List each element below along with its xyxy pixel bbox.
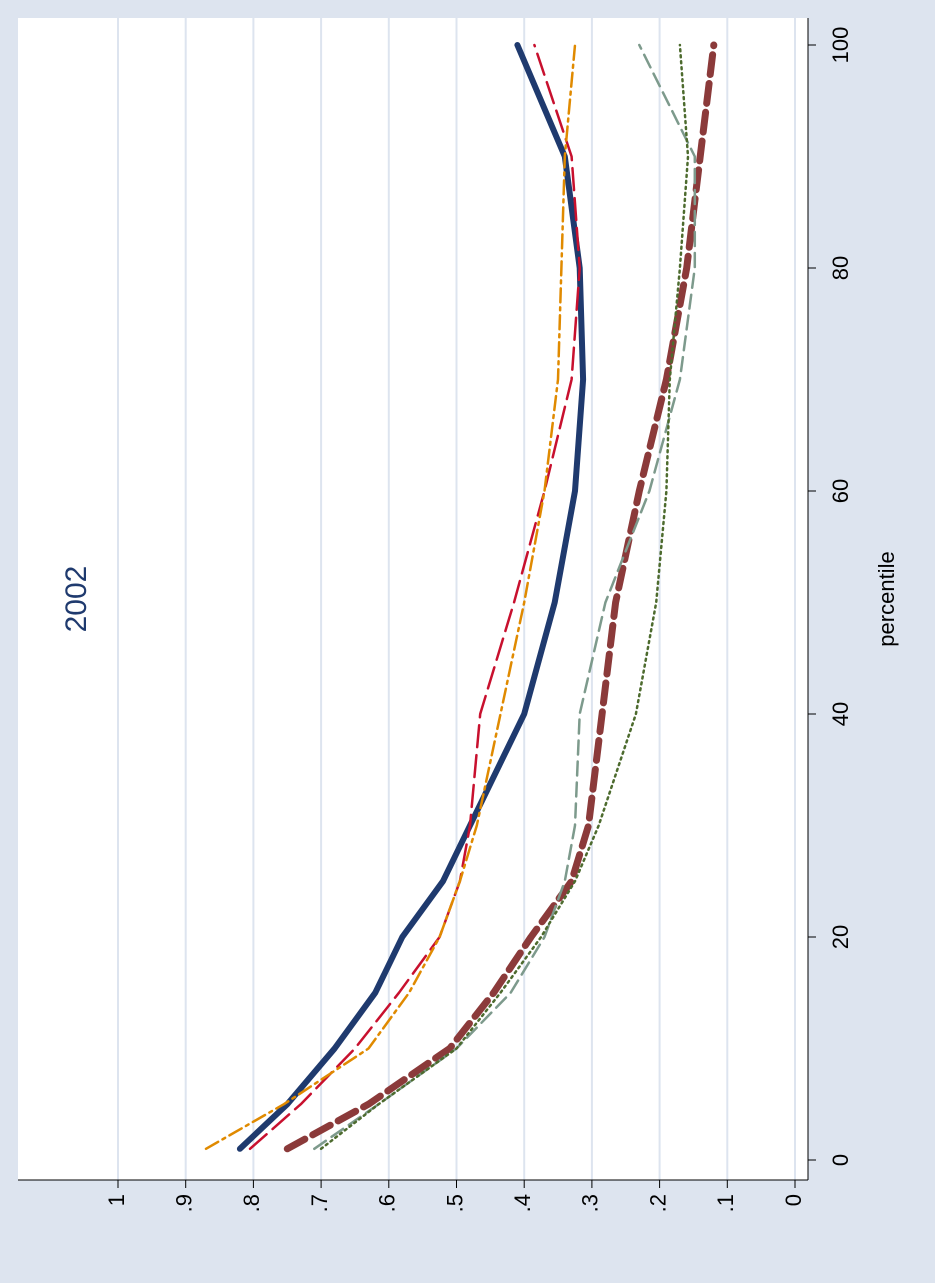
series-line: [283, 41, 718, 1153]
y-tick-label: .7: [307, 1194, 332, 1212]
y-tick-label: .3: [578, 1194, 603, 1212]
series-line: [313, 43, 697, 1151]
plot-area: [18, 18, 808, 1180]
y-tick-label: .5: [442, 1194, 467, 1212]
x-tick-label: 100: [828, 27, 853, 64]
y-tick-label: .8: [239, 1194, 264, 1212]
x-tick-label: 80: [828, 256, 853, 280]
y-tick-label: .2: [645, 1194, 670, 1212]
y-tick-label: .9: [172, 1194, 197, 1212]
y-tick-label: 1: [104, 1194, 129, 1206]
x-tick-label: 60: [828, 479, 853, 503]
chart-title: 2002: [60, 566, 93, 633]
y-tick-label: .6: [375, 1194, 400, 1212]
x-tick-label: 0: [828, 1154, 853, 1166]
series-line: [248, 43, 581, 1151]
y-tick-label: .4: [510, 1194, 535, 1212]
x-tick-label: 40: [828, 702, 853, 726]
series-line: [236, 42, 587, 1152]
x-tick-label: 20: [828, 925, 853, 949]
y-tick-label: 0: [781, 1194, 806, 1206]
x-axis-label: percentile: [874, 551, 899, 646]
rotated-chart: 2002 percentile 0 .1 .2 .3 .4 .5 .6 .7 .8 .9 1 0 20 4…: [18, 18, 899, 1212]
series-line: [319, 43, 690, 1151]
series-line: [204, 43, 577, 1151]
y-tick-label: .1: [713, 1194, 738, 1212]
